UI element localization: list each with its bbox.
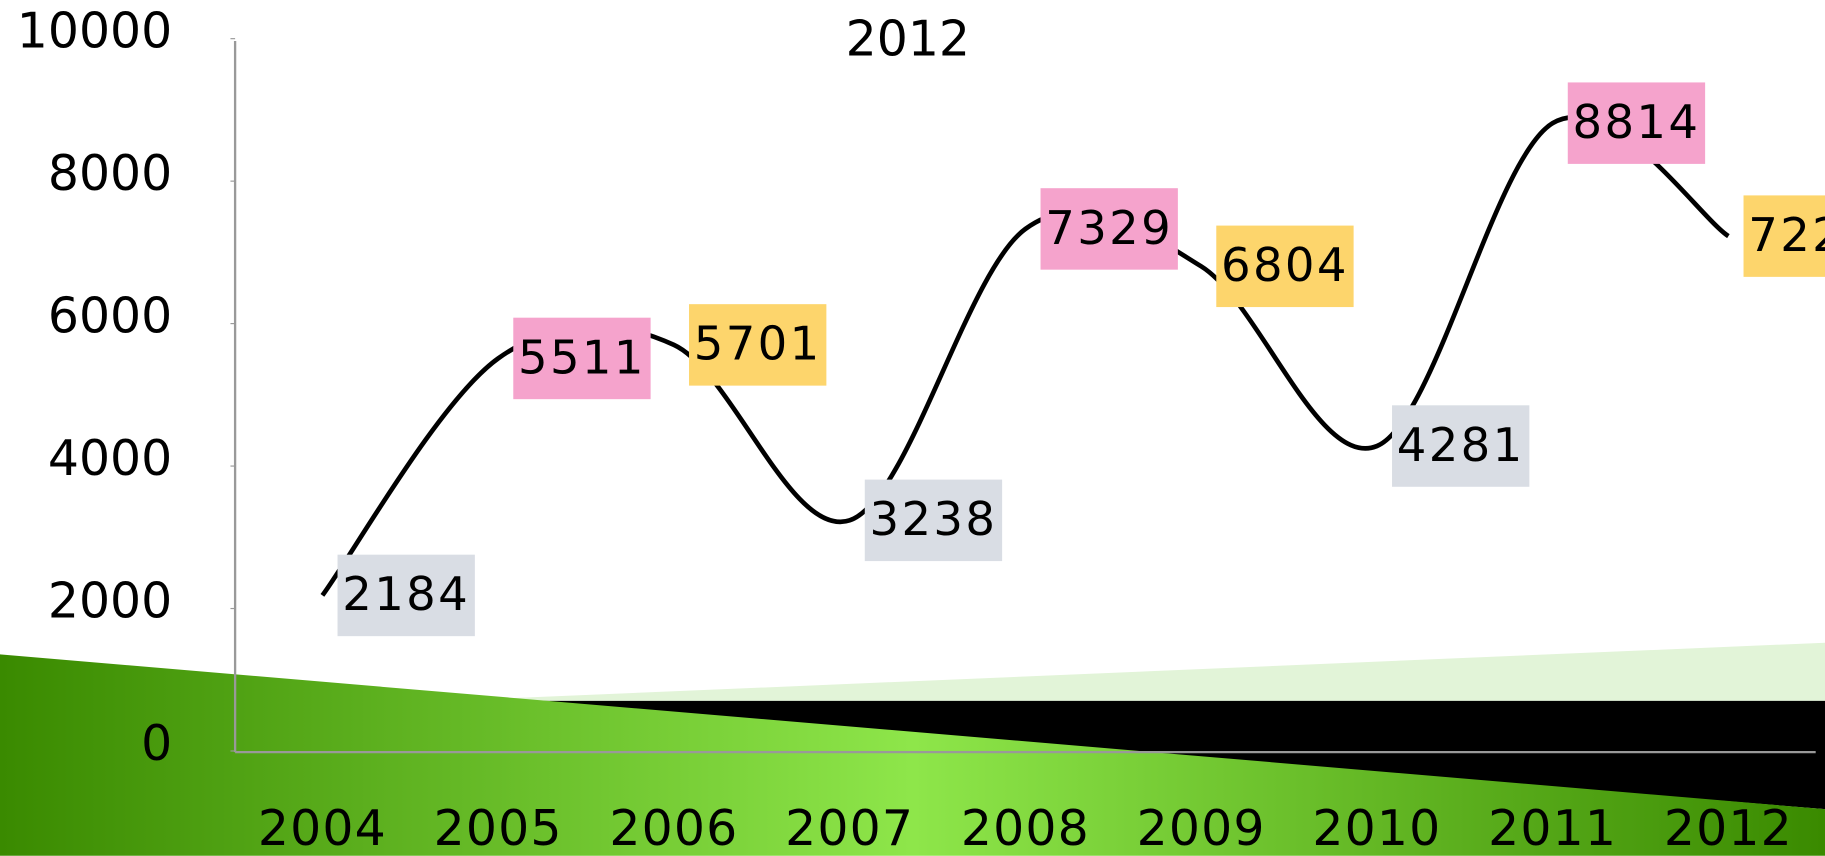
label-box [513,317,651,400]
x-tick-label: 2012 [1664,800,1793,856]
y-tick-label: 6000 [48,287,172,344]
y-tick-label: 4000 [48,430,172,487]
chart-title: 2012 [846,11,970,68]
x-tick-label: 2004 [258,800,387,856]
label-box [1040,188,1178,270]
data-label: 8814 [1573,95,1701,149]
data-label: 4281 [1397,418,1525,472]
y-tick-label: 10000 [17,3,172,60]
x-tick-label: 2010 [1312,800,1441,856]
x-tick-label: 2005 [434,800,563,856]
y-tick-label: 0 [141,715,172,772]
x-tick-label: 2006 [609,800,738,856]
data-label: 6804 [1221,238,1349,292]
x-tick-label: 2007 [785,800,914,856]
x-tick-label: 2008 [961,800,1090,856]
data-label: 5701 [694,317,822,371]
decor-light [500,642,1825,701]
label-box [337,554,475,637]
data-label: 7228 [1748,208,1825,262]
label-box [1392,405,1530,487]
data-label: 5511 [518,330,646,384]
label-box [864,479,1003,562]
y-tick-label: 2000 [48,572,172,629]
label-box [689,304,827,386]
label-box [1743,195,1825,277]
y-tick-label: 8000 [48,145,172,202]
data-label: 7329 [1045,201,1173,255]
decor-green [0,654,1825,856]
label-box [1216,225,1354,308]
label-box [1567,82,1706,164]
x-tick-label: 2011 [1488,800,1617,856]
data-label: 3238 [870,492,998,546]
data-label: 2184 [342,567,470,621]
x-tick-label: 2009 [1137,800,1266,856]
